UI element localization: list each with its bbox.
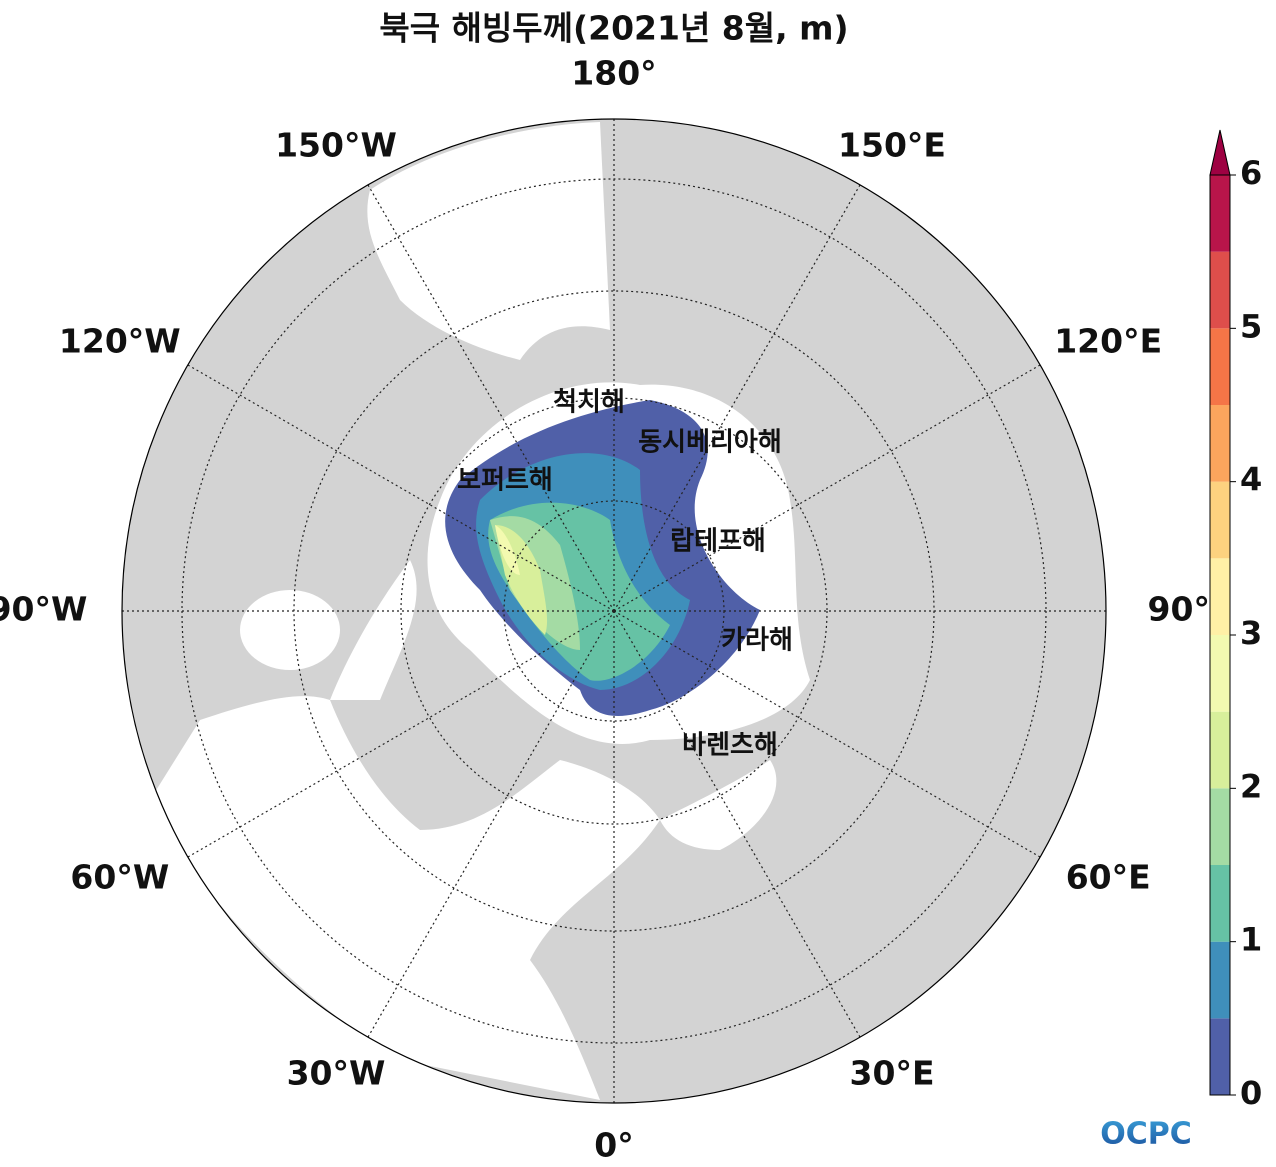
meridian [367, 184, 615, 612]
logo: OCPC [1100, 1117, 1192, 1152]
colorbar-tick-label: 2 [1240, 767, 1262, 805]
title: 북극 해빙두께(2021년 8월, m) [379, 9, 848, 48]
meridian-label: 180° [571, 54, 656, 93]
sea-label: 보퍼트해 [457, 466, 553, 496]
colorbar-segment [1210, 251, 1230, 329]
colorbar-segment [1210, 865, 1230, 942]
meridian [187, 610, 615, 858]
colorbar-tick-label: 1 [1240, 921, 1262, 959]
map-boundary [121, 118, 1107, 1104]
meridian [613, 610, 1041, 858]
colorbar-segment [1210, 941, 1230, 1019]
colorbar-segment [1210, 175, 1230, 252]
graticule [122, 119, 1106, 1103]
map-area [122, 119, 1106, 1103]
colorbar-segment [1210, 481, 1230, 559]
sea-label: 카라해 [721, 626, 793, 656]
colorbar-segment [1210, 558, 1230, 635]
colorbar-segment [1210, 405, 1230, 482]
colorbar-extend [1209, 129, 1231, 176]
meridian-label: 30°W [287, 1054, 386, 1093]
colorbar-tick-label: 3 [1240, 614, 1262, 652]
meridian [613, 364, 1041, 612]
colorbar-tick-label: 4 [1240, 461, 1262, 499]
colorbar-segment [1210, 1018, 1230, 1095]
sea-labels: 척치해 동시베리아해 보퍼트해 랍테프해 카라해 바렌츠해 [457, 388, 793, 761]
meridian-label: 60°E [1066, 858, 1151, 897]
colorbar-segment [1210, 788, 1230, 865]
meridian [187, 364, 615, 612]
colorbar-segment [1210, 328, 1230, 405]
meridian-label: 150°E [838, 125, 946, 164]
sea-ice [445, 400, 760, 716]
sea-label: 바렌츠해 [682, 731, 778, 761]
meridian-label: 90°W [0, 590, 87, 629]
sea-label: 척치해 [553, 388, 625, 418]
meridian [613, 610, 861, 1038]
colorbar-segment [1210, 635, 1230, 712]
colorbar-tick-label: 5 [1240, 307, 1262, 345]
colorbar-tick-label: 6 [1240, 154, 1262, 192]
meridian-label: 60°W [70, 858, 169, 897]
meridian [367, 610, 615, 1038]
meridian-label: 120°W [59, 322, 181, 361]
meridian [613, 184, 861, 612]
meridian-label: 30°E [850, 1054, 935, 1093]
sea-label: 동시베리아해 [638, 428, 782, 458]
meridian-label: 0° [594, 1126, 633, 1165]
meridian-label: 150°W [275, 125, 397, 164]
sea-label: 랍테프해 [670, 527, 766, 557]
colorbar-tick-label: 0 [1240, 1074, 1262, 1112]
meridian-label: 120°E [1054, 322, 1162, 361]
colorbar-segment [1210, 711, 1230, 789]
